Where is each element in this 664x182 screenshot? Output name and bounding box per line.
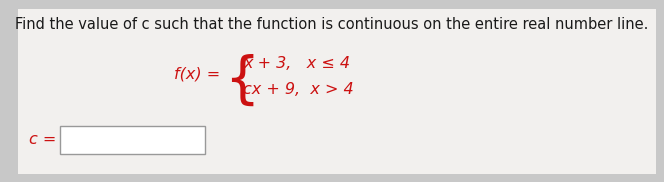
Text: x + 3,   x ≤ 4: x + 3, x ≤ 4 [243,56,350,72]
Text: cx + 9,  x > 4: cx + 9, x > 4 [243,82,354,96]
Text: {: { [224,54,260,108]
Text: c =: c = [29,132,56,147]
Bar [60,126,205,154]
Text: f(x) =: f(x) = [174,66,220,82]
Text: Find the value of c such that the function is continuous on the entire real numb: Find the value of c such that the functi… [15,17,649,32]
